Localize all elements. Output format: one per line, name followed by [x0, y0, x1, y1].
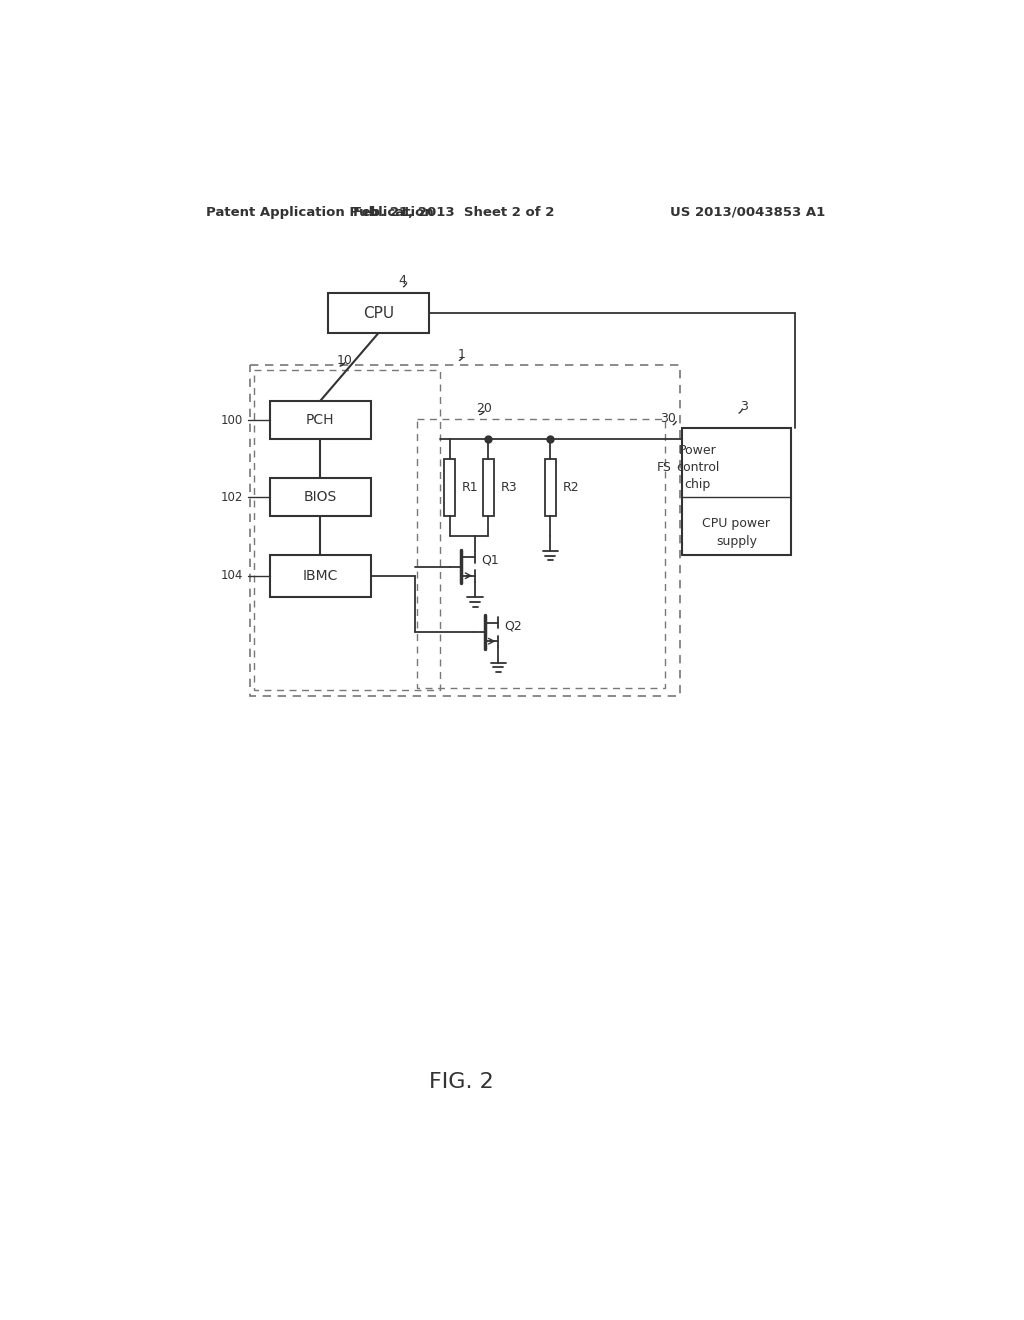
- Text: Feb. 21, 2013  Sheet 2 of 2: Feb. 21, 2013 Sheet 2 of 2: [353, 206, 554, 219]
- Bar: [270, 401, 371, 440]
- Text: US 2013/0043853 A1: US 2013/0043853 A1: [671, 206, 825, 219]
- Text: CPU: CPU: [362, 306, 394, 321]
- Bar: [444, 459, 455, 516]
- Text: 100: 100: [220, 413, 243, 426]
- Bar: [270, 478, 371, 516]
- Text: IBMC: IBMC: [302, 569, 338, 583]
- Text: R1: R1: [462, 480, 478, 494]
- Bar: [483, 459, 494, 516]
- Text: 20: 20: [476, 403, 493, 416]
- Text: Patent Application Publication: Patent Application Publication: [206, 206, 433, 219]
- Text: 102: 102: [220, 491, 243, 504]
- Text: Q2: Q2: [505, 619, 522, 632]
- Text: chip: chip: [684, 478, 711, 491]
- Text: FIG. 2: FIG. 2: [429, 1072, 494, 1093]
- Bar: [254, 370, 440, 689]
- Text: BIOS: BIOS: [303, 490, 337, 504]
- Text: 4: 4: [398, 273, 407, 286]
- Bar: [270, 554, 371, 597]
- Bar: [682, 428, 791, 554]
- Text: control: control: [676, 461, 719, 474]
- Text: 104: 104: [220, 569, 243, 582]
- Text: Q1: Q1: [481, 554, 499, 566]
- Bar: [545, 459, 556, 516]
- Text: R2: R2: [563, 480, 580, 494]
- Bar: [250, 364, 680, 696]
- Text: PCH: PCH: [306, 413, 335, 428]
- Text: Power: Power: [679, 444, 717, 457]
- Text: supply: supply: [716, 535, 757, 548]
- Text: R3: R3: [501, 480, 517, 494]
- Text: FS: FS: [656, 461, 672, 474]
- Text: 30: 30: [660, 412, 676, 425]
- Bar: [328, 293, 429, 333]
- Text: 1: 1: [458, 348, 465, 362]
- Bar: [417, 418, 665, 688]
- Text: CPU power: CPU power: [702, 517, 770, 529]
- Text: 10: 10: [337, 354, 353, 367]
- Text: 3: 3: [740, 400, 749, 413]
